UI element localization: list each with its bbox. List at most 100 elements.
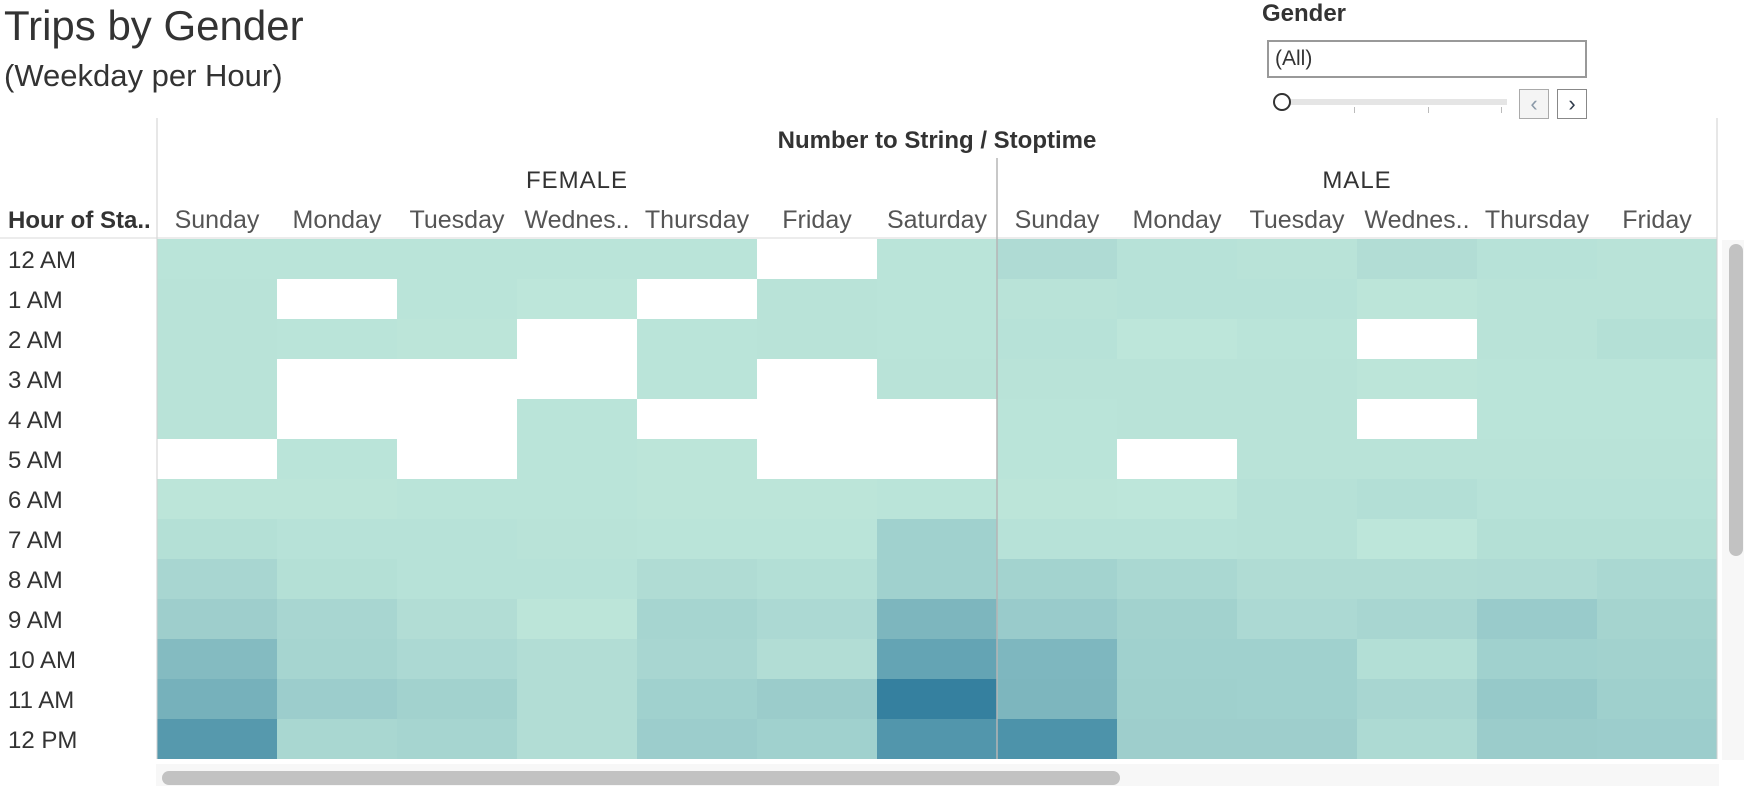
heatmap-cell (277, 639, 397, 679)
heatmap-cell (277, 359, 397, 399)
heatmap-cell (1117, 319, 1237, 359)
heatmap-cell (757, 239, 877, 279)
heatmap-cell (757, 559, 877, 599)
heatmap-cell (157, 399, 277, 439)
heatmap-cell (757, 679, 877, 719)
heatmap-cell (277, 679, 397, 719)
heatmap-cell (1357, 359, 1477, 399)
heatmap-cell (1117, 719, 1237, 759)
page-subtitle: (Weekday per Hour) (4, 58, 283, 93)
heatmap-cell (757, 439, 877, 479)
heatmap-cell (517, 559, 637, 599)
heatmap-cell (1597, 519, 1717, 559)
next-button[interactable]: › (1557, 89, 1587, 119)
heatmap-cell (1477, 599, 1597, 639)
heatmap-cell (1237, 239, 1357, 279)
heatmap-cell (157, 599, 277, 639)
heatmap-cell (877, 639, 997, 679)
heatmap-cell (1117, 359, 1237, 399)
heatmap-cell (877, 279, 997, 319)
heatmap-cell (397, 399, 517, 439)
previous-button[interactable]: ‹ (1519, 89, 1549, 119)
chevron-left-icon: ‹ (1530, 91, 1538, 116)
heatmap-cell (1597, 599, 1717, 639)
heatmap-cell (1357, 479, 1477, 519)
heatmap-cell (1237, 519, 1357, 559)
heatmap-cell (517, 599, 637, 639)
heatmap-cell (277, 239, 397, 279)
heatmap-cell (517, 319, 637, 359)
heatmap-cell (157, 519, 277, 559)
heatmap-cell (1237, 719, 1357, 759)
heatmap-cell (1357, 559, 1477, 599)
heatmap-cell (517, 679, 637, 719)
heatmap-cell (637, 279, 757, 319)
horizontal-scrollbar-thumb[interactable] (162, 771, 1120, 785)
heatmap-cell (1477, 319, 1597, 359)
gender-filter-label: Gender (1262, 0, 1347, 27)
heatmap-cell (1597, 479, 1717, 519)
heatmap-cell (1597, 279, 1717, 319)
gender-slider-track[interactable] (1282, 99, 1507, 105)
hour-label: 12 PM (8, 727, 77, 754)
heatmap-cell (397, 599, 517, 639)
heatmap-cell (637, 519, 757, 559)
heatmap-cell (757, 279, 877, 319)
heatmap-cell (397, 239, 517, 279)
heatmap-cell (277, 719, 397, 759)
heatmap-cell (277, 279, 397, 319)
heatmap-cell (1357, 239, 1477, 279)
hour-label: 1 AM (8, 287, 63, 314)
day-label: Monday (1133, 206, 1222, 234)
heatmap-cell (997, 519, 1117, 559)
heatmap-cell (877, 439, 997, 479)
heatmap-cell (1237, 639, 1357, 679)
heatmap-cell (1357, 519, 1477, 559)
heatmap-cell (1237, 439, 1357, 479)
heatmap-cell (757, 359, 877, 399)
heatmap-cell (397, 479, 517, 519)
hour-label: 11 AM (8, 687, 74, 714)
heatmap-cell (877, 679, 997, 719)
heatmap-cell (1477, 719, 1597, 759)
heatmap-cell (637, 559, 757, 599)
heatmap-cell (877, 399, 997, 439)
heatmap-cell (1597, 639, 1717, 679)
heatmap-cell (877, 719, 997, 759)
heatmap-cell (157, 679, 277, 719)
heatmap-cell (1117, 239, 1237, 279)
heatmap-cell (1117, 399, 1237, 439)
heatmap-cell (517, 519, 637, 559)
heatmap-cell (397, 519, 517, 559)
column-header: Number to String / Stoptime (778, 127, 1097, 154)
day-label: Friday (782, 206, 852, 234)
heatmap-cell (637, 479, 757, 519)
heatmap-cell (877, 239, 997, 279)
heatmap-cell (517, 359, 637, 399)
vertical-scrollbar-thumb[interactable] (1729, 244, 1743, 556)
day-label: Tuesday (410, 206, 505, 234)
heatmap-cell (1237, 359, 1357, 399)
heatmap-cell (757, 399, 877, 439)
heatmap-cell (1357, 439, 1477, 479)
gender-slider-handle[interactable] (1273, 93, 1291, 111)
heatmap-cell (637, 359, 757, 399)
heatmap-cell (1597, 719, 1717, 759)
row-header: Hour of Sta.. (8, 207, 151, 234)
group-label: FEMALE (526, 167, 628, 194)
heatmap-cell (637, 439, 757, 479)
heatmap-cell (517, 479, 637, 519)
heatmap-cell (1117, 439, 1237, 479)
heatmap-cell (1357, 679, 1477, 719)
heatmap-cell (1117, 279, 1237, 319)
slider-tick (1354, 107, 1355, 113)
gender-filter-select[interactable]: (All) (1267, 40, 1587, 78)
heatmap-cell (517, 239, 637, 279)
day-label: Sunday (175, 206, 260, 234)
heatmap-cell (1477, 519, 1597, 559)
heatmap-cell (637, 639, 757, 679)
heatmap-cell (397, 319, 517, 359)
heatmap-cell (1597, 359, 1717, 399)
heatmap-cell (1237, 399, 1357, 439)
day-label: Wednes.. (524, 206, 629, 234)
